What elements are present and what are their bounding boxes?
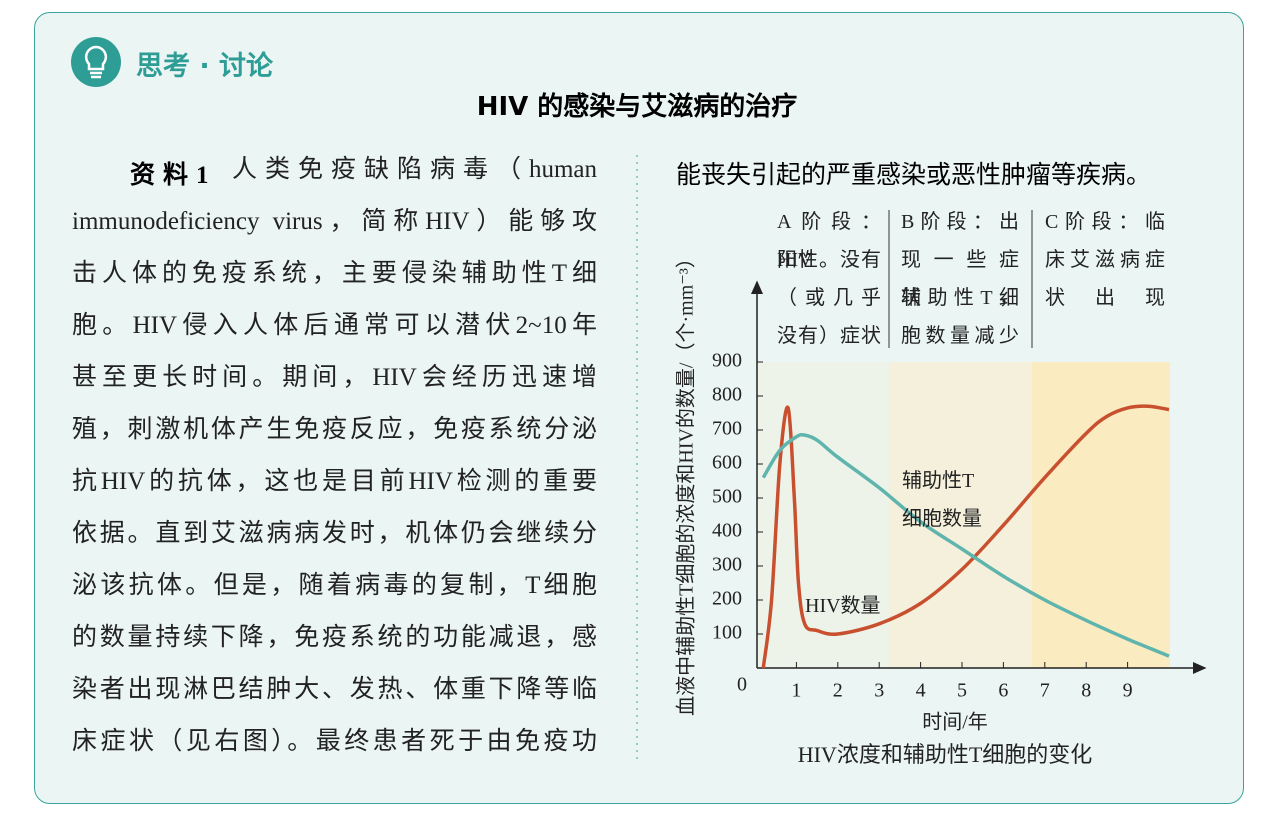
icon [71, 37, 121, 87]
stage-text: 辅助性T细 [901, 287, 1019, 309]
y-tick-label: 200 [712, 588, 742, 610]
stage-text: 床艾滋病症 [1045, 249, 1165, 271]
stage-c-bg [1032, 362, 1170, 668]
series-label: HIV数量 [805, 595, 881, 617]
x-tick-label: 2 [833, 680, 843, 702]
text-line: 床症状（见右图）。最终患者死于由免疫功 [72, 728, 597, 755]
stage-text: 阳性。没有 [777, 249, 881, 271]
y-tick-label: 100 [712, 622, 742, 644]
stage-text: （或几乎 [777, 287, 881, 309]
y-tick-label: 400 [712, 520, 742, 542]
stage-text: 现一些症状， [901, 249, 1019, 309]
text-line: immunodeficiency virus，简称HIV）能够攻 [72, 208, 597, 235]
stage-text: 状出现 [1045, 287, 1165, 309]
x-tick-label: 7 [1040, 680, 1050, 702]
material-label: 资料1 [130, 162, 217, 189]
icon-bulb [84, 45, 108, 79]
y-axis-label: 血液中辅助性T细胞的浓度和HIV的数量/（个·mm⁻³） [675, 248, 698, 716]
x-tick-label: 8 [1081, 680, 1091, 702]
y-tick-label: 500 [712, 486, 742, 508]
x-tick-label: 1 [791, 680, 801, 702]
curve [761, 432, 1170, 658]
y-tick-label: 600 [712, 452, 742, 474]
text-line: 人类免疫缺陷病毒（human [232, 156, 597, 183]
stage-a-bg [757, 362, 889, 668]
y-tick-label: 900 [712, 350, 742, 372]
x-tick-label: 3 [874, 680, 884, 702]
stage-text: A阶段：HIV [777, 211, 881, 271]
y-tick-label: 800 [712, 384, 742, 406]
series-label: 辅助性T细胞数量 [902, 470, 982, 530]
section-title: 思考 · 讨论 [136, 51, 274, 82]
text-line: 泌该抗体。但是，随着病毒的复制，T细胞 [72, 572, 597, 599]
text-line: 抗HIV的抗体，这也是目前HIV检测的重要 [72, 468, 597, 495]
curve [761, 404, 1170, 669]
text-line: 的数量持续下降，免疫系统的功能减退，感 [72, 624, 597, 651]
page-title: HIV 的感染与艾滋病的治疗 [476, 92, 798, 122]
stage-text: B阶段：出 [901, 211, 1019, 233]
x-tick-label: 9 [1123, 680, 1133, 702]
stage-text: 胞数量减少 [901, 325, 1019, 347]
y-tick-label: 700 [712, 418, 742, 440]
x-axis-label: 时间/年 [922, 711, 988, 734]
x-tick-label: 5 [957, 680, 967, 702]
text-line: 染者出现淋巴结肿大、发热、体重下降等临 [72, 676, 597, 703]
x-tick-label: 4 [916, 680, 926, 702]
y-tick-label: 300 [712, 554, 742, 576]
continuation: 能丧失引起的严重感染或恶性肿瘤等疾病。 [676, 162, 1152, 189]
text-line: 胞。HIV侵入人体后通常可以潜伏2~10年 [72, 312, 597, 339]
text-line: 击人体的免疫系统，主要侵染辅助性T细 [72, 260, 597, 287]
text-line: 殖，刺激机体产生免疫反应，免疫系统分泌 [72, 416, 597, 443]
origin-label: 0 [737, 674, 747, 696]
stage-text: 没有）症状 [777, 325, 881, 347]
stage-text: C阶段：临 [1045, 211, 1165, 233]
chart-caption: HIV浓度和辅助性T细胞的变化 [798, 742, 1093, 767]
text-line: 依据。直到艾滋病病发时，机体仍会继续分 [72, 520, 597, 547]
x-tick-label: 6 [998, 680, 1008, 702]
text-line: 甚至更长时间。期间，HIV会经历迅速增 [72, 364, 597, 391]
